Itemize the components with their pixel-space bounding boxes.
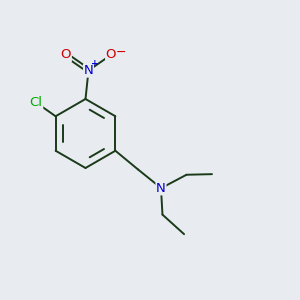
- Text: +: +: [91, 59, 99, 68]
- Text: N: N: [84, 64, 93, 77]
- Text: Cl: Cl: [30, 96, 43, 109]
- Text: O: O: [61, 48, 71, 62]
- Text: O: O: [106, 48, 116, 62]
- Text: N: N: [156, 182, 166, 195]
- Text: −: −: [116, 46, 126, 59]
